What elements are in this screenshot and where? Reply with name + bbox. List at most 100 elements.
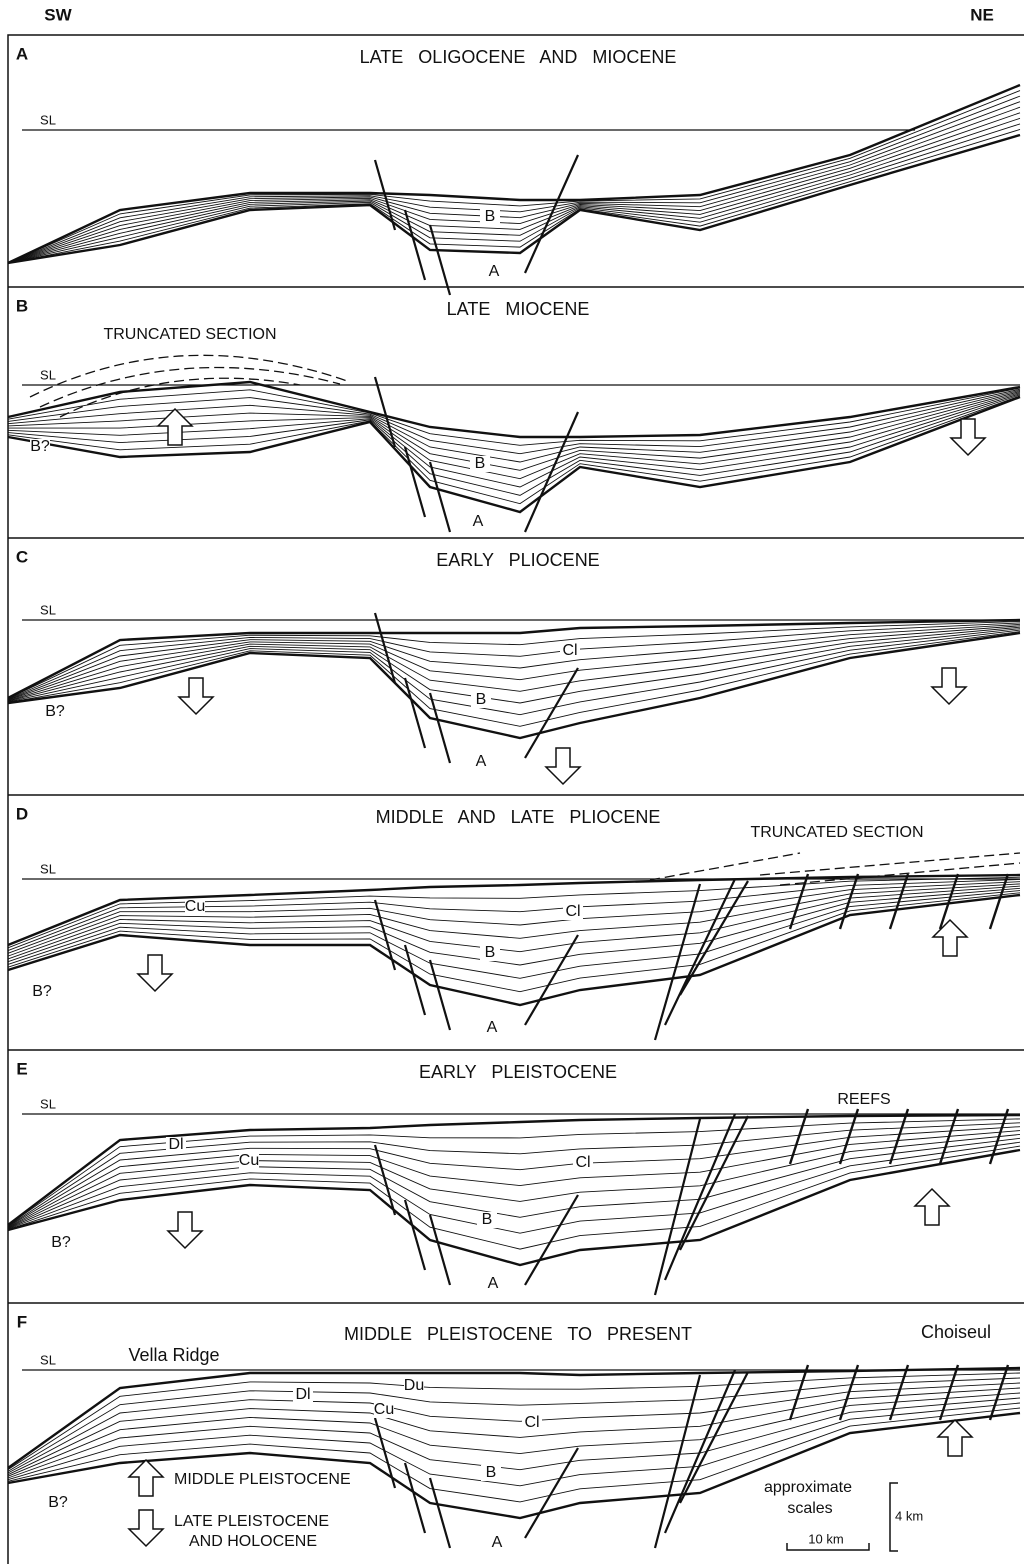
header-right: NE — [970, 5, 994, 24]
unit-label: B — [476, 691, 487, 708]
unit-label: Cu — [239, 1152, 259, 1169]
stratum-line — [8, 1119, 1020, 1226]
unit-label: Cl — [565, 903, 580, 920]
thrust-fault — [890, 1365, 908, 1420]
legend-text: MIDDLE PLEISTOCENE — [174, 1471, 351, 1488]
subsidence-arrow — [179, 678, 213, 714]
stratum-line — [8, 113, 1020, 263]
unit-label: B — [475, 455, 486, 472]
panel-title: EARLY PLEISTOCENE — [419, 1062, 617, 1082]
normal-fault — [430, 693, 450, 763]
unit-label: B? — [45, 703, 65, 720]
stratum-line — [8, 633, 1020, 738]
unit-label: B? — [51, 1234, 71, 1251]
stratum-line — [8, 102, 1020, 263]
unit-label: Cu — [185, 898, 205, 915]
normal-fault — [430, 462, 450, 532]
stratum-line — [8, 884, 1020, 956]
normal-fault — [525, 412, 578, 532]
subsidence-arrow — [951, 419, 985, 455]
normal-fault — [430, 960, 450, 1030]
unit-label: B — [482, 1211, 493, 1228]
stratum-line — [8, 1134, 1020, 1227]
unit-label: B? — [30, 438, 50, 455]
panel-title: EARLY PLIOCENE — [436, 550, 599, 570]
sea-level-label: SL — [40, 112, 56, 127]
stratum-line — [8, 1413, 1020, 1518]
stratum-line — [8, 382, 1020, 437]
panel: FMIDDLE PLEISTOCENE TO PRESENTSLDuDlCuCl… — [8, 1303, 1024, 1551]
uplift-arrow — [915, 1189, 949, 1225]
unit-label: A — [489, 263, 500, 280]
unit-label: A — [488, 1275, 499, 1292]
panel-letter: C — [16, 547, 28, 566]
subsidence-arrow — [932, 668, 966, 704]
panel: D MIDDLE AND LATE PLIOCENE SL Cu Cl B B? A TRUNC… — [8, 795, 1024, 1040]
sea-level-label: SL — [40, 861, 56, 876]
annotation: TRUNCATED SECTION — [103, 326, 276, 343]
horizontal-scale-label: 10 km — [808, 1531, 843, 1546]
normal-fault — [405, 1200, 425, 1270]
panel: E EARLY PLEISTOCENE SL Dl Cu Cl B B? A REEFS — [8, 1050, 1024, 1295]
stratum-line — [8, 620, 1020, 698]
thrust-fault — [890, 1109, 908, 1164]
vertical-scale-label: 4 km — [895, 1508, 923, 1523]
header-left: SW — [44, 5, 72, 24]
unit-label: A — [492, 1534, 503, 1551]
sea-level-label: SL — [40, 367, 56, 382]
unit-label: Cl — [575, 1154, 590, 1171]
unit-label: A — [487, 1019, 498, 1036]
sea-level-label: SL — [40, 1096, 56, 1111]
unit-label: Cu — [374, 1401, 394, 1418]
subsidence-arrow — [546, 748, 580, 784]
legend-text: AND HOLOCENE — [189, 1533, 317, 1550]
legend-text: LATE PLEISTOCENE — [174, 1513, 329, 1530]
stratum-line — [8, 85, 1020, 263]
panel-letter: E — [16, 1059, 27, 1078]
normal-fault — [375, 900, 395, 970]
uplift-arrow — [938, 1420, 972, 1456]
uplift-arrow — [129, 1460, 163, 1496]
annotation: REEFS — [837, 1091, 890, 1108]
normal-fault — [405, 678, 425, 748]
panel-letter: F — [17, 1312, 27, 1331]
panel-title: LATE OLIGOCENE AND MIOCENE — [360, 47, 677, 67]
normal-fault — [525, 1195, 578, 1285]
unit-label: B — [486, 1464, 497, 1481]
stratum-line — [8, 624, 1020, 699]
thrust-fault — [990, 1109, 1008, 1164]
normal-fault — [375, 1145, 395, 1215]
stratum-line — [8, 124, 1020, 263]
stratum-line — [8, 91, 1020, 263]
unit-label: A — [476, 753, 487, 770]
normal-fault — [405, 447, 425, 517]
stratum-line — [8, 1398, 1020, 1478]
scale-caption: scales — [787, 1500, 832, 1517]
stratum-line — [8, 1408, 1020, 1502]
unit-label: Cl — [524, 1414, 539, 1431]
subsidence-arrow — [168, 1212, 202, 1248]
stratum-line — [8, 875, 1020, 945]
sea-level-label: SL — [40, 602, 56, 617]
unit-label: B — [485, 944, 496, 961]
annotation: TRUNCATED SECTION — [750, 824, 923, 841]
scale-caption: approximate — [764, 1479, 852, 1496]
panel-title: LATE MIOCENE — [447, 299, 590, 319]
panel-title: MIDDLE AND LATE PLIOCENE — [376, 807, 661, 827]
stratum-line — [8, 629, 1020, 703]
stratum-line — [8, 886, 1020, 959]
stratum-line — [8, 623, 1020, 699]
normal-fault — [525, 155, 578, 273]
unit-label: B? — [32, 983, 52, 1000]
thrust-fault — [655, 879, 748, 1040]
normal-fault — [430, 1478, 450, 1548]
panel-letter: B — [16, 296, 28, 315]
unit-label: Dl — [168, 1136, 183, 1153]
stratum-line — [8, 1131, 1020, 1228]
normal-fault — [525, 668, 578, 758]
normal-fault — [430, 225, 450, 295]
stratum-line — [8, 396, 1020, 504]
panel-letter: D — [16, 804, 28, 823]
